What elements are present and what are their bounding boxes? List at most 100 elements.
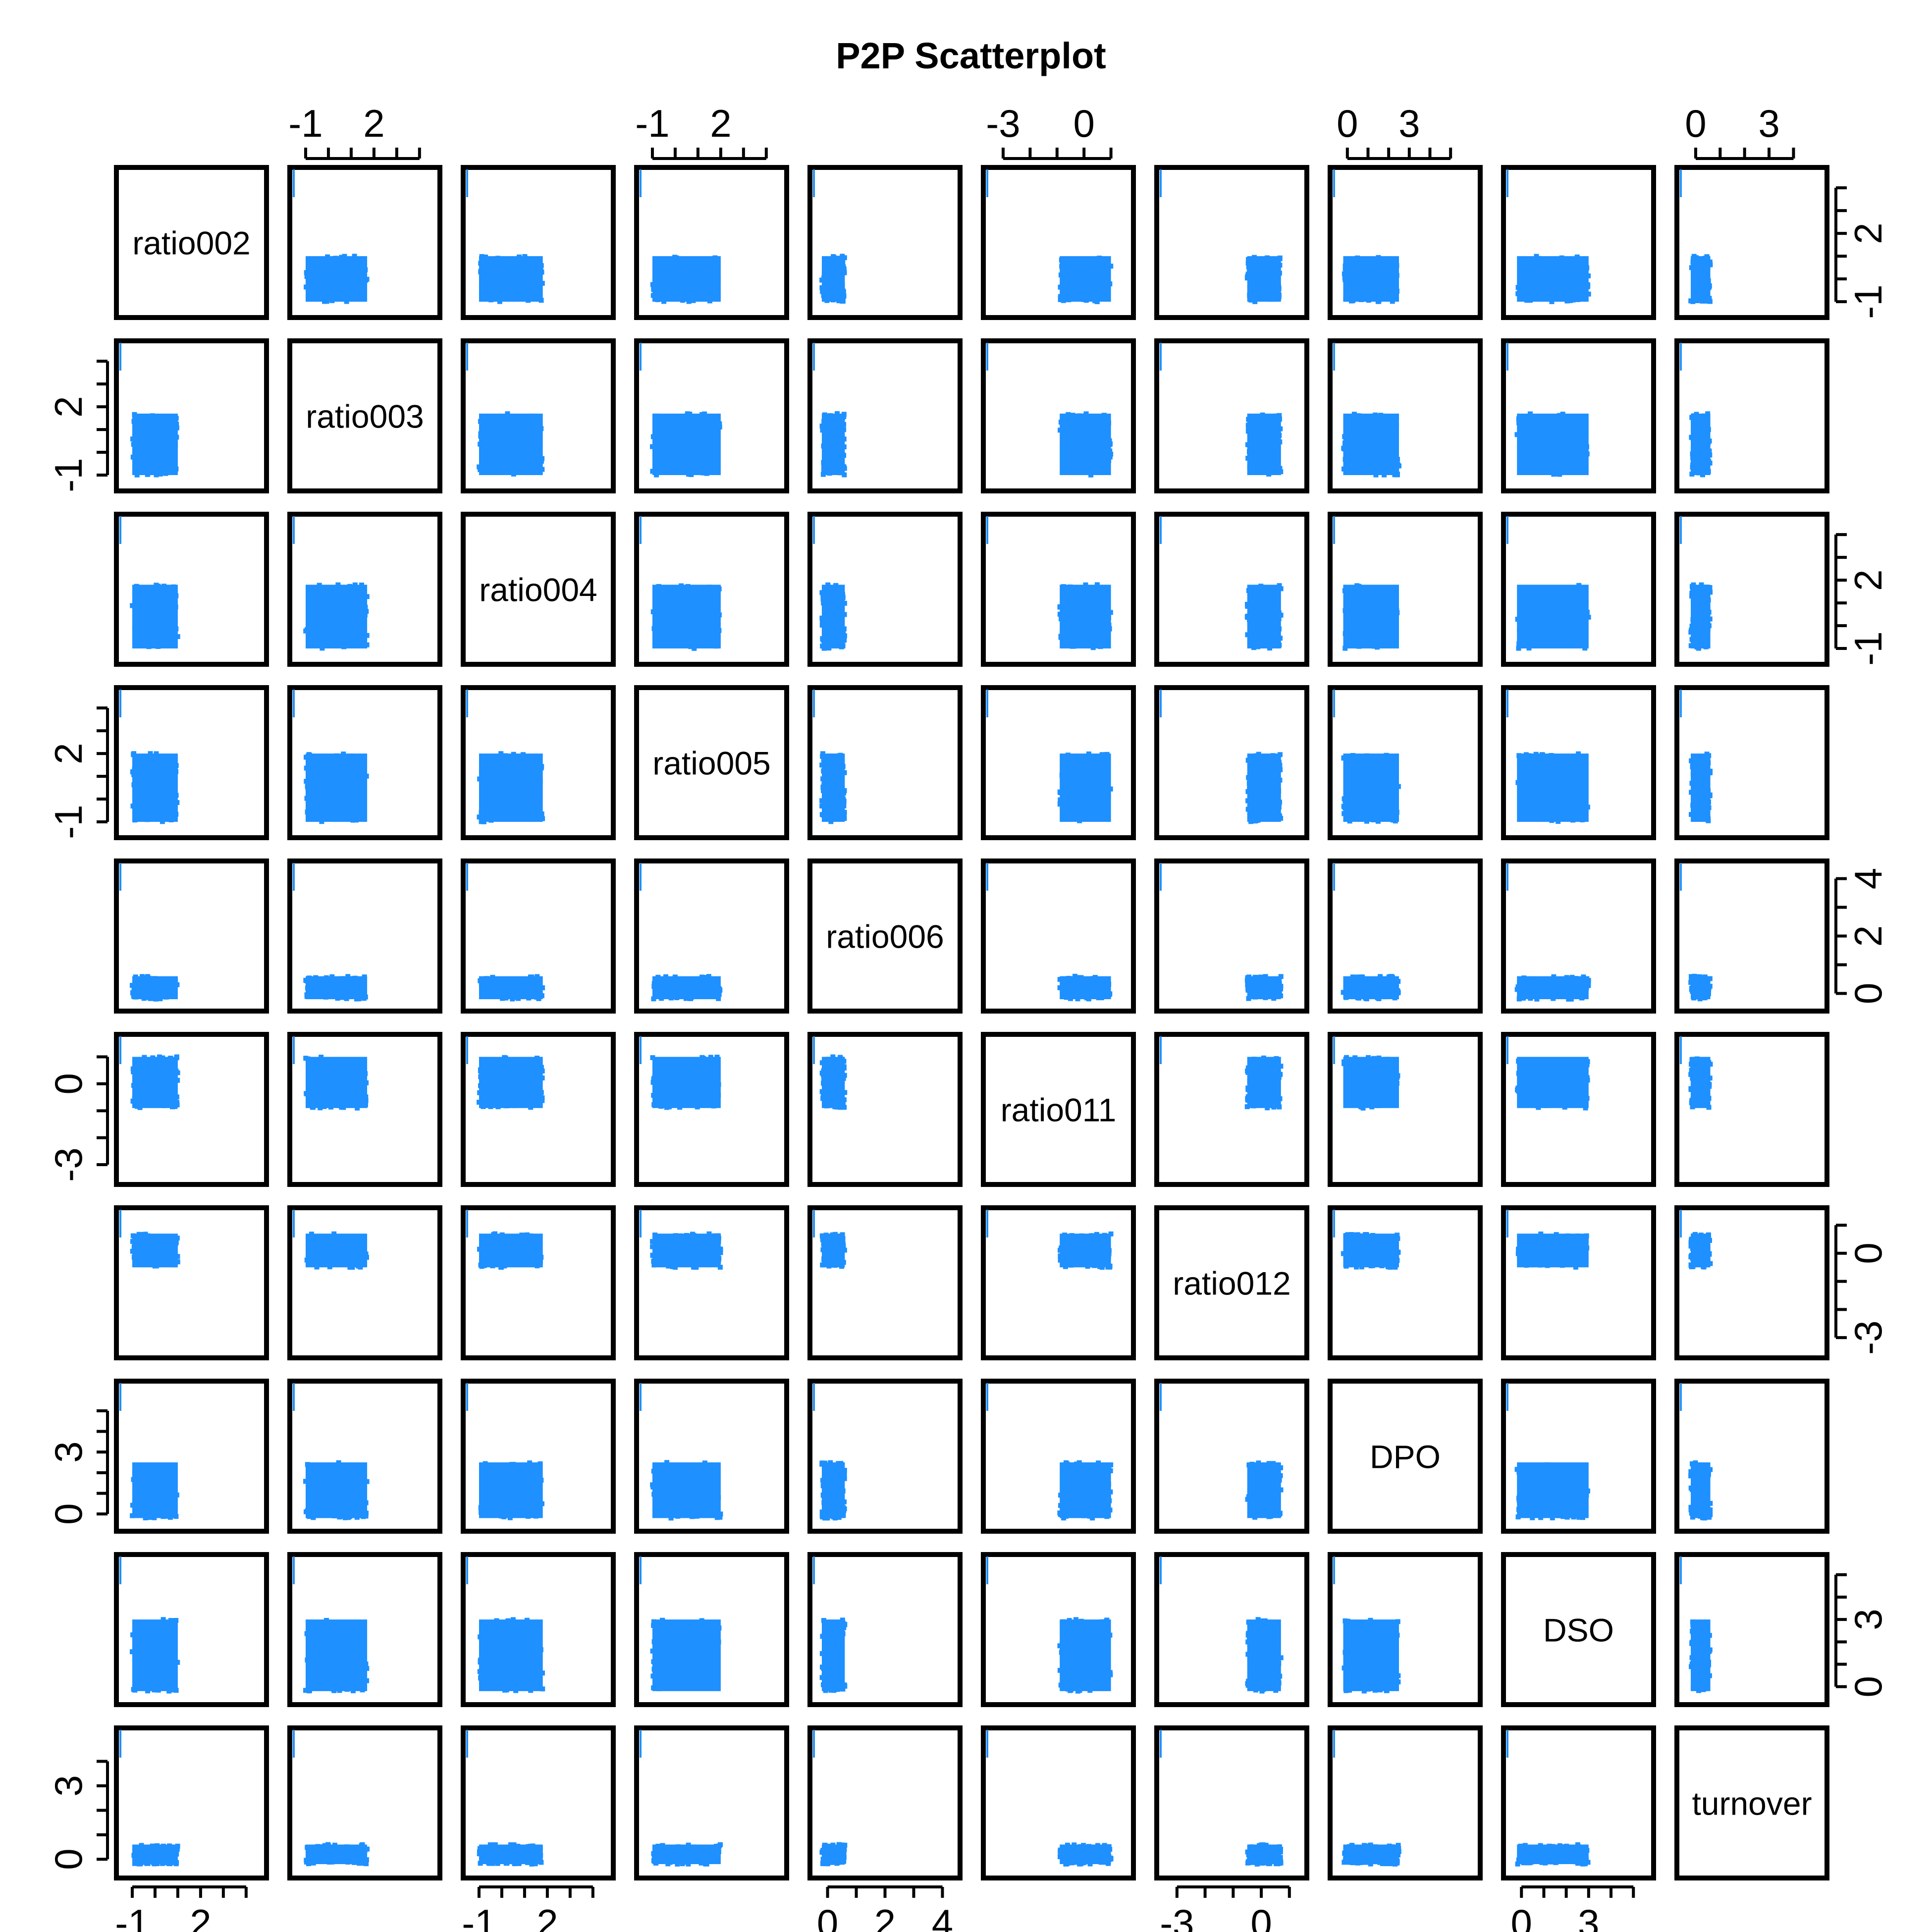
scatter-points — [1515, 1232, 1590, 1270]
tick-label: 0 — [1846, 983, 1890, 1004]
panel-DSO-vs-ratio004 — [461, 1552, 616, 1707]
scatter-points — [1244, 255, 1283, 304]
panel-frame — [114, 685, 269, 840]
panel-DSO-vs-DPO — [1328, 1552, 1483, 1707]
chart-title: P2P Scatterplot — [836, 35, 1106, 76]
scatter-points — [819, 1842, 848, 1867]
panel-ratio011-vs-DSO — [1501, 1032, 1656, 1187]
panel-frame — [1154, 338, 1309, 493]
panel-ratio012-vs-DSO — [1501, 1205, 1656, 1360]
tick-label: 2 — [1846, 222, 1890, 244]
tick-label: -3 — [986, 102, 1020, 145]
panel-DPO-vs-turnover — [1674, 1379, 1829, 1534]
tick-label: 0 — [1250, 1901, 1272, 1932]
scatter-points — [304, 1842, 370, 1867]
panel-ratio011-vs-ratio011: ratio011 — [981, 1032, 1136, 1187]
scatter-points — [477, 411, 545, 477]
tick-label: -1 — [1846, 284, 1890, 319]
scatter-points — [130, 751, 180, 824]
scatter-points — [130, 974, 180, 1002]
tick-label: 0 — [1337, 102, 1358, 145]
panel-frame — [1674, 512, 1829, 667]
scatter-points — [478, 974, 545, 1002]
scatter-points — [1245, 1842, 1284, 1867]
scatter-points — [1244, 1055, 1284, 1111]
panel-frame — [1674, 1379, 1829, 1534]
panel-frame — [1328, 1552, 1483, 1707]
panel-ratio003-vs-ratio003: ratio003 — [287, 338, 442, 493]
panel-DPO-vs-ratio012 — [1154, 1379, 1309, 1534]
panel-frame — [1154, 512, 1309, 667]
panel-DSO-vs-ratio006 — [807, 1552, 963, 1707]
scatter-points — [1342, 583, 1400, 651]
panel-frame — [461, 1379, 616, 1534]
panel-frame — [634, 512, 789, 667]
panel-frame — [807, 685, 963, 840]
panel-frame — [1501, 512, 1656, 667]
panel-frame — [1154, 1379, 1309, 1534]
scatter-points — [819, 582, 847, 651]
tick-label: -1 — [115, 1901, 149, 1932]
panel-frame — [461, 1725, 616, 1880]
scatter-points — [303, 582, 370, 651]
scatter-points — [1689, 1619, 1713, 1693]
panel-frame — [1154, 165, 1309, 320]
panel-DSO-vs-ratio005 — [634, 1552, 789, 1707]
panel-frame — [807, 1032, 963, 1187]
scatter-points — [1341, 412, 1401, 478]
panel-frame — [1501, 165, 1656, 320]
panel-frame — [807, 1725, 963, 1880]
scatter-points — [1245, 412, 1284, 477]
panel-frame — [1154, 1205, 1309, 1360]
panel-ratio004-vs-DPO — [1328, 512, 1483, 667]
tick-label: 2 — [363, 102, 384, 145]
scatter-points — [1515, 751, 1590, 824]
panel-turnover-vs-DPO — [1328, 1725, 1483, 1880]
panel-frame — [1674, 1032, 1829, 1187]
scatter-points — [650, 1460, 723, 1521]
panel-frame — [287, 685, 442, 840]
tick-label: 0 — [47, 1848, 90, 1870]
scatter-points — [1342, 255, 1399, 304]
tick-label: 0 — [1846, 1676, 1890, 1697]
panel-ratio005-vs-ratio003 — [287, 685, 442, 840]
panel-frame — [114, 1205, 269, 1360]
panel-ratio012-vs-ratio003 — [287, 1205, 442, 1360]
scatter-points — [1058, 1231, 1114, 1270]
panel-ratio004-vs-ratio003 — [287, 512, 442, 667]
panel-turnover-vs-ratio006 — [807, 1725, 963, 1880]
panel-turnover-vs-DSO — [1501, 1725, 1656, 1880]
scatter-points — [1515, 1842, 1591, 1867]
panel-frame — [461, 1032, 616, 1187]
panel-ratio011-vs-DPO — [1328, 1032, 1483, 1187]
panel-frame — [1674, 1725, 1829, 1880]
panel-frame — [114, 1552, 269, 1707]
panel-ratio003-vs-DSO — [1501, 338, 1656, 493]
panel-DPO-vs-DSO — [1501, 1379, 1656, 1534]
tick-label: 2 — [1846, 925, 1890, 947]
panel-ratio004-vs-ratio012 — [1154, 512, 1309, 667]
panel-ratio004-vs-ratio006 — [807, 512, 963, 667]
scatter-points — [819, 1460, 847, 1521]
tick-label: 2 — [47, 743, 90, 764]
scatter-points — [651, 1842, 723, 1867]
panel-ratio006-vs-ratio012 — [1154, 859, 1309, 1014]
panel-DSO-vs-turnover — [1674, 1552, 1829, 1707]
panel-ratio003-vs-ratio004 — [461, 338, 616, 493]
scatter-points — [819, 1232, 847, 1269]
panel-frame — [634, 1032, 789, 1187]
panel-frame — [981, 165, 1136, 320]
panel-DPO-vs-ratio011 — [981, 1379, 1136, 1534]
panel-DSO-vs-ratio011 — [981, 1552, 1136, 1707]
panel-ratio003-vs-ratio006 — [807, 338, 963, 493]
panel-ratio006-vs-DSO — [1501, 859, 1656, 1014]
panel-frame — [634, 1552, 789, 1707]
scatter-points — [304, 254, 370, 304]
scatter-points — [1688, 254, 1713, 304]
panel-ratio002-vs-ratio003 — [287, 165, 442, 320]
panel-frame — [807, 1552, 963, 1707]
panel-frame — [1328, 1032, 1483, 1187]
panel-ratio003-vs-ratio012 — [1154, 338, 1309, 493]
panel-DSO-vs-ratio003 — [287, 1552, 442, 1707]
scatter-points — [1688, 582, 1713, 651]
